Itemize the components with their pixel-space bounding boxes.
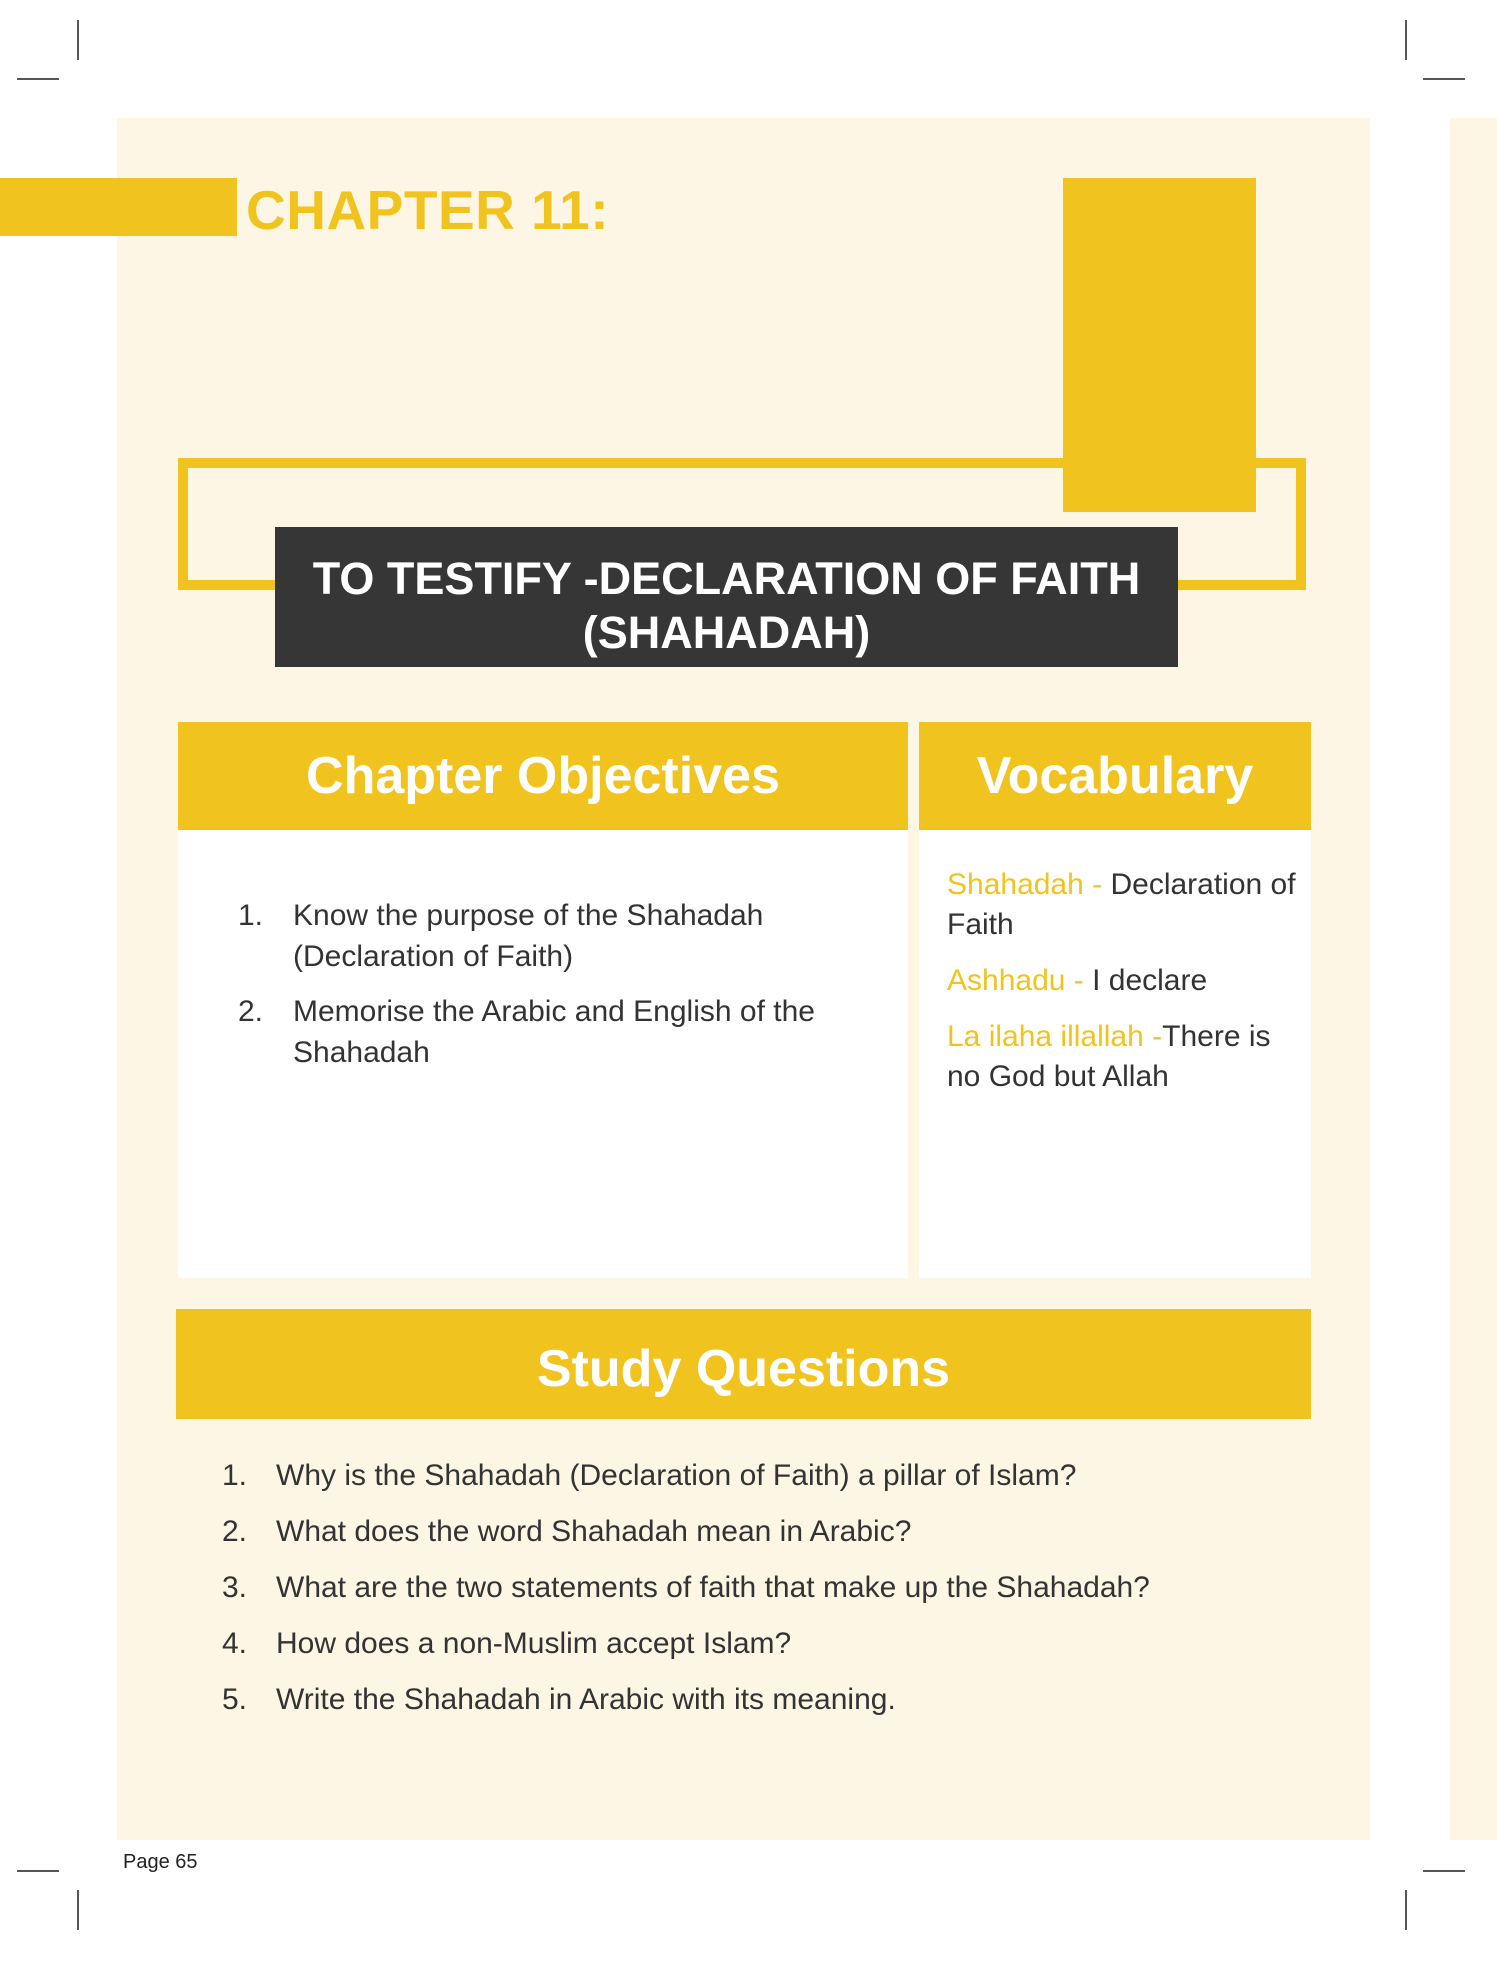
decorative-block <box>1063 178 1256 512</box>
item-text: Know the purpose of the Shahadah (Declar… <box>293 899 764 973</box>
list-item: 1. Know the purpose of the Shahadah (Dec… <box>238 895 878 977</box>
vocab-term: Ashhadu - <box>947 964 1093 997</box>
vocabulary-list: Shahadah - Declaration of Faith Ashhadu … <box>947 865 1307 1113</box>
title-line-2: (SHAHADAH) <box>582 607 871 658</box>
chapter-label: CHAPTER 11: <box>246 179 610 241</box>
chapter-title-box: TO TESTIFY -DECLARATION OF FAITH (SHAHAD… <box>275 527 1178 667</box>
objectives-list: 1. Know the purpose of the Shahadah (Dec… <box>238 895 878 1087</box>
item-number: 2. <box>238 995 264 1028</box>
objectives-heading-text: Chapter Objectives <box>306 747 780 805</box>
vocab-term: La ilaha illallah - <box>947 1020 1163 1053</box>
adjacent-page-strip <box>1450 118 1497 1840</box>
list-item: 2. What does the word Shahadah mean in Ar… <box>222 1512 1222 1552</box>
list-item: 4. How does a non-Muslim accept Islam? <box>222 1624 1222 1664</box>
objectives-panel: 1. Know the purpose of the Shahadah (Dec… <box>178 830 908 1278</box>
vocab-entry: Ashhadu - I declare <box>947 961 1307 1001</box>
list-item: 3. What are the two statements of faith t… <box>222 1568 1222 1608</box>
vocabulary-panel: Shahadah - Declaration of Faith Ashhadu … <box>919 830 1311 1278</box>
item-number: 1. <box>222 1459 248 1492</box>
vocab-term: Shahadah - <box>947 868 1111 901</box>
chapter-accent-bar <box>0 178 237 236</box>
vocab-entry: Shahadah - Declaration of Faith <box>947 865 1307 945</box>
item-text: How does a non-Muslim accept Islam? <box>276 1627 792 1660</box>
crop-mark <box>17 1870 59 1872</box>
vocabulary-heading: Vocabulary <box>919 722 1311 830</box>
vocab-entry: La ilaha illallah -There is no God but A… <box>947 1017 1307 1097</box>
vocabulary-heading-text: Vocabulary <box>976 747 1254 805</box>
item-number: 4. <box>222 1627 248 1660</box>
study-questions-heading: Study Questions <box>176 1309 1311 1419</box>
vocab-definition: I declare <box>1092 964 1208 997</box>
crop-mark <box>77 20 79 60</box>
crop-mark <box>1423 78 1465 80</box>
item-number: 1. <box>238 899 264 932</box>
list-item: 2. Memorise the Arabic and English of th… <box>238 991 878 1073</box>
crop-mark <box>1423 1870 1465 1872</box>
item-text: What does the word Shahadah mean in Arab… <box>276 1515 912 1548</box>
item-number: 5. <box>222 1683 248 1716</box>
list-item: 1. Why is the Shahadah (Declaration of Fa… <box>222 1456 1222 1496</box>
crop-mark <box>77 1890 79 1930</box>
crop-mark <box>1405 20 1407 60</box>
item-text: Write the Shahadah in Arabic with its me… <box>276 1683 896 1716</box>
item-text: Why is the Shahadah (Declaration of Fait… <box>276 1459 1077 1492</box>
item-number: 2. <box>222 1515 248 1548</box>
item-text: Memorise the Arabic and English of the S… <box>293 995 815 1069</box>
item-text: What are the two statements of faith tha… <box>276 1571 1150 1604</box>
study-questions-list: 1. Why is the Shahadah (Declaration of Fa… <box>222 1456 1222 1736</box>
title-line-1: TO TESTIFY -DECLARATION OF FAITH <box>312 553 1141 604</box>
objectives-heading: Chapter Objectives <box>178 722 908 830</box>
vocab-definition: Declaration of Faith <box>947 868 1296 941</box>
item-number: 3. <box>222 1571 248 1604</box>
crop-mark <box>17 78 59 80</box>
crop-mark <box>1405 1890 1407 1930</box>
page-number: Page 65 <box>123 1851 198 1873</box>
list-item: 5. Write the Shahadah in Arabic with its … <box>222 1680 1222 1720</box>
vocab-definition: There is no God but Allah <box>947 1020 1271 1093</box>
